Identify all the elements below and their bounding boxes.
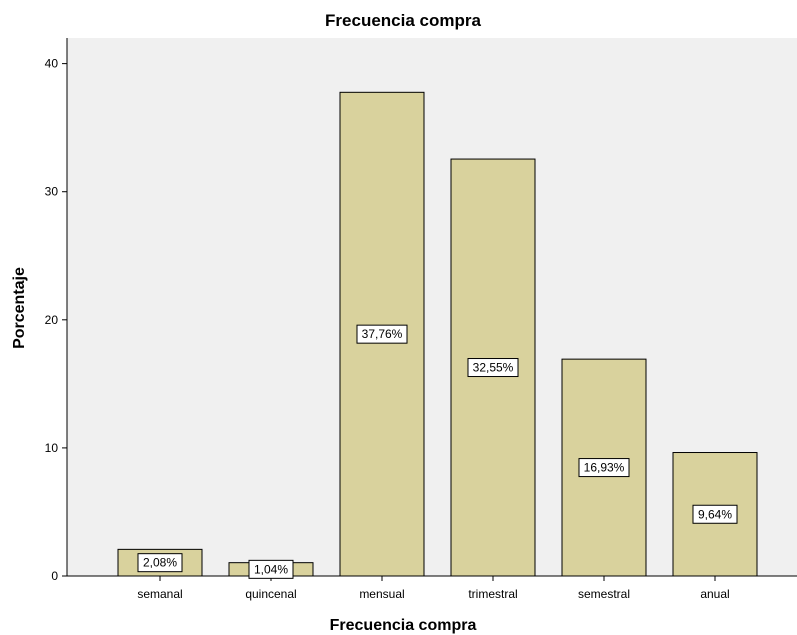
x-tick-label-semanal: semanal xyxy=(137,587,182,601)
y-tick-label: 30 xyxy=(45,185,59,199)
data-label-trimestral: 32,55% xyxy=(473,361,514,375)
data-label-box-anual xyxy=(692,504,738,524)
x-tick-label-trimestral: trimestral xyxy=(468,587,517,601)
data-label-box-semestral xyxy=(578,458,630,478)
y-tick-label: 20 xyxy=(45,313,59,327)
x-tick-label-mensual: mensual xyxy=(359,587,404,601)
x-tick-label-semestral: semestral xyxy=(578,587,630,601)
data-labels-group: 2,08% 1,04% 37,76% 32,55% 16,93% 9,64% xyxy=(137,324,738,579)
y-tick-label: 40 xyxy=(45,57,59,71)
data-label-semestral: 16,93% xyxy=(584,461,625,475)
chart-title: Frecuencia compra xyxy=(325,11,481,30)
data-label-box-trimestral xyxy=(467,358,519,378)
y-axis-title: Porcentaje xyxy=(11,267,28,349)
data-label-quincenal: 1,04% xyxy=(254,562,288,576)
y-tick-label: 0 xyxy=(51,569,58,583)
data-label-box-semanal xyxy=(137,553,183,573)
data-label-box-quincenal xyxy=(248,559,294,579)
y-tick-label: 10 xyxy=(45,441,59,455)
x-axis: semanal quincenal mensual trimestral semestr… xyxy=(67,575,797,601)
data-label-semanal: 2,08% xyxy=(143,556,177,570)
y-axis: 0 10 20 30 40 xyxy=(45,38,68,583)
data-label-box-mensual xyxy=(356,324,408,344)
x-axis-title: Frecuencia compra xyxy=(330,617,477,634)
x-tick-label-anual: anual xyxy=(700,587,729,601)
data-label-mensual: 37,76% xyxy=(362,327,403,341)
data-label-anual: 9,64% xyxy=(698,507,732,521)
x-tick-label-quincenal: quincenal xyxy=(245,587,296,601)
